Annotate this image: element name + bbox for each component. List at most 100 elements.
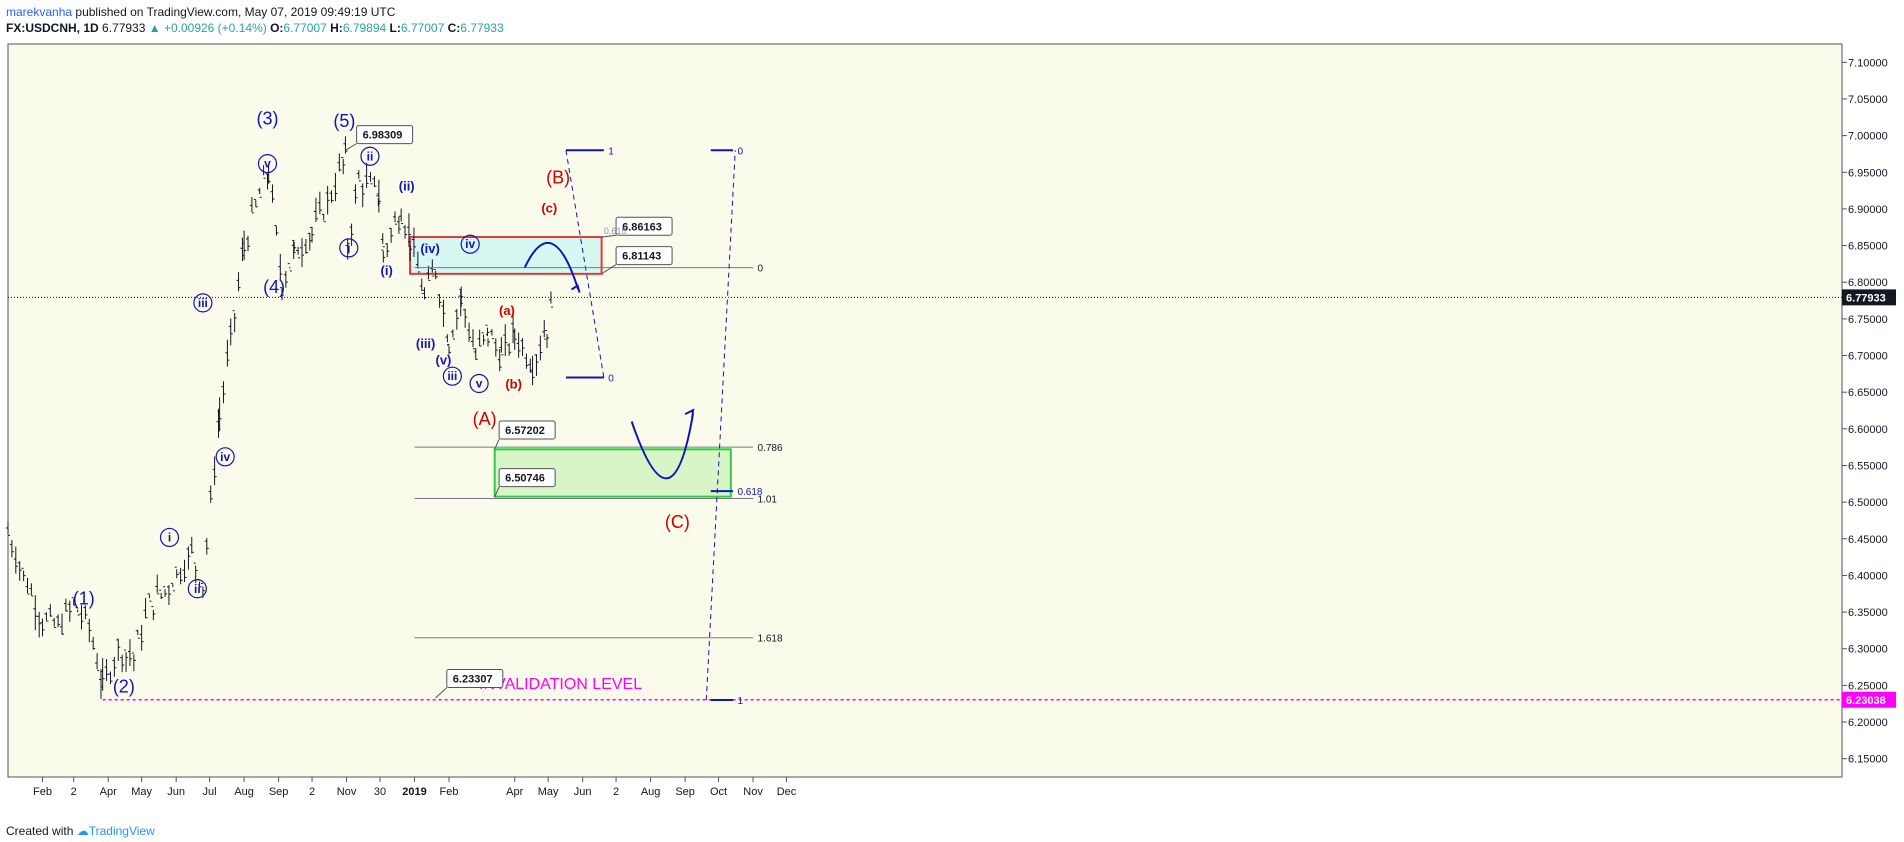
- open-value: 6.77007: [283, 21, 327, 35]
- price-change: ▲ +0.00926 (+0.14%): [148, 21, 267, 35]
- wave-label: (i): [381, 263, 393, 278]
- x-tick-label: Dec: [777, 786, 797, 798]
- footer-brand[interactable]: TradingView: [88, 824, 155, 838]
- wave-label-circle: [460, 234, 480, 254]
- arrow-head-b: [570, 283, 581, 293]
- wave-label-circle: [215, 447, 235, 467]
- wave-label: ii: [367, 149, 374, 163]
- wave-label: iii: [198, 296, 208, 310]
- time-axis: Feb 2 Apr May Jun Jul Aug Sep 2 Nov 30 2019 Feb Apr Ma…: [33, 777, 797, 798]
- y-tick-label: 6.45000: [1848, 534, 1888, 546]
- last-price-tag: [1842, 289, 1896, 306]
- wave-label-circle: [159, 527, 180, 548]
- y-tick-label: 6.75000: [1848, 314, 1888, 326]
- projection-arrows: [523, 242, 695, 480]
- wave-label: iv: [220, 450, 230, 464]
- x-tick-label: Sep: [675, 786, 695, 798]
- y-tick-label: 6.30000: [1848, 644, 1888, 656]
- wave-label-circle: [187, 579, 207, 599]
- x-tick-label: 2: [309, 786, 315, 798]
- callout-leader: [345, 143, 357, 151]
- low-value: 6.77007: [400, 21, 445, 35]
- y-tick-label: 7.00000: [1848, 131, 1888, 143]
- wave-label-circle: [193, 293, 213, 313]
- x-tick-label: Sep: [269, 786, 289, 798]
- fib-upper-ratio: 0: [608, 374, 614, 385]
- open-label: O:: [270, 21, 284, 35]
- fib-right-diagonal: [705, 150, 736, 701]
- y-tick-label: 6.70000: [1848, 351, 1888, 363]
- x-tick-label: 2: [613, 786, 619, 798]
- wave-label: ii: [194, 582, 201, 596]
- projection-arrow-c: [630, 413, 694, 480]
- y-tick-label: 6.40000: [1848, 570, 1888, 582]
- wave-label-circle: [442, 366, 462, 386]
- y-tick-label: 6.65000: [1848, 387, 1888, 399]
- arrow-head-c: [684, 408, 695, 419]
- publish-line: marekvanha published on TradingView.com,…: [6, 4, 504, 20]
- x-tick-label: 2: [71, 786, 77, 798]
- callout-box: [446, 669, 504, 689]
- x-tick-label: Jul: [203, 786, 217, 798]
- callout-leader: [494, 438, 500, 450]
- y-tick-label: 6.55000: [1848, 460, 1888, 472]
- symbol-name: FX:USDCNH, 1D: [6, 21, 99, 35]
- wave-label: (iv): [420, 241, 440, 256]
- wave-label: (5): [333, 111, 355, 131]
- elliott-wave-labels: (1)(2)(3)(4)(5)iiiiiiivviii(i)(ii)(iii)(…: [73, 109, 690, 697]
- wave-label: (2): [113, 677, 135, 697]
- y-tick-label: 6.60000: [1848, 424, 1888, 436]
- x-tick-label: 2019: [402, 786, 426, 798]
- footer-created-with: Created with: [6, 824, 74, 838]
- wave-label: v: [264, 157, 271, 171]
- callout-label: 6.50746: [505, 473, 545, 485]
- fib-right-ratio: 0: [737, 146, 743, 157]
- y-tick-label: 6.35000: [1848, 607, 1888, 619]
- fib-upper-ratio: 1: [608, 146, 614, 157]
- fib-upper-diagonal: [565, 150, 605, 378]
- price-callouts: 6.98309 6.86163 6.81143 6.57202 6.50746 6.233…: [345, 125, 673, 699]
- wave-label: (4): [263, 277, 285, 297]
- wave-label: (v): [436, 352, 452, 367]
- callout-leader: [494, 486, 500, 498]
- fib-lower-ratio: 1.618: [758, 634, 783, 645]
- callout-box: [498, 468, 556, 488]
- x-tick-label: Jun: [167, 786, 185, 798]
- fib-right-ratio: 0.618: [737, 487, 762, 498]
- symbol-line: FX:USDCNH, 1D 6.77933 ▲ +0.00926 (+0.14%…: [6, 20, 504, 36]
- chart-header: marekvanha published on TradingView.com,…: [6, 4, 504, 36]
- author-link[interactable]: marekvanha: [6, 5, 73, 19]
- wave-label: v: [476, 377, 483, 391]
- callout-box: [356, 125, 414, 145]
- invalidation-label: INVALIDATION LEVEL: [479, 676, 642, 693]
- x-tick-label: Feb: [33, 786, 52, 798]
- high-label: H:: [330, 21, 343, 35]
- low-label: L:: [389, 21, 401, 35]
- price-axis: 6.15000 6.20000 6.25000 6.30000 6.35000 6.400…: [1842, 57, 1888, 766]
- wave-label: (b): [505, 377, 522, 392]
- callout-label: 6.86163: [622, 221, 662, 233]
- last-price: 6.77933: [102, 21, 146, 35]
- wave-label: (B): [546, 167, 570, 187]
- y-tick-label: 6.20000: [1848, 717, 1888, 729]
- x-tick-label: May: [131, 786, 152, 798]
- fib-lower: 0 0.786 1.01 1.618: [414, 264, 783, 645]
- x-tick-label: Feb: [440, 786, 459, 798]
- wave-label: iii: [447, 369, 457, 383]
- close-value: 6.77933: [460, 21, 504, 35]
- high-value: 6.79894: [342, 21, 387, 35]
- x-tick-label: Nov: [743, 786, 763, 798]
- y-tick-label: 6.50000: [1848, 497, 1888, 509]
- callout-leader: [435, 687, 448, 699]
- invalidation-tag: [1842, 691, 1896, 708]
- wave-label: (3): [256, 109, 278, 129]
- wave-label: i: [168, 530, 171, 544]
- wave-label: i: [347, 241, 350, 255]
- fib-lower-ratio: 1.01: [758, 494, 778, 505]
- wave-label: (c): [541, 201, 557, 216]
- x-tick-label: May: [538, 786, 559, 798]
- x-tick-label: Apr: [100, 786, 117, 798]
- fib-right: 0 0.618 1: [710, 146, 763, 707]
- wave-label: (iii): [416, 336, 436, 351]
